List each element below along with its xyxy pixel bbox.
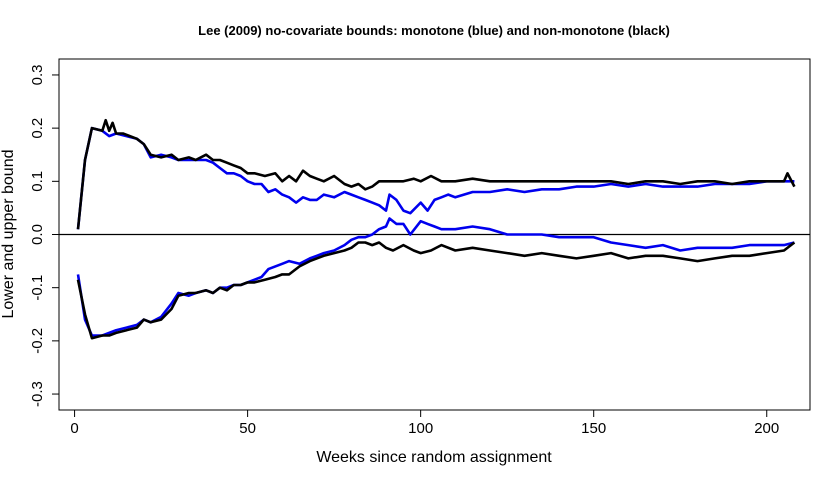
y-tick-label: -0.3 [29, 381, 46, 407]
y-tick-label: 0.3 [29, 65, 46, 86]
monotone-lower-series-line [76, 217, 795, 337]
chart-title: Lee (2009) no-covariate bounds: monotone… [198, 23, 670, 38]
x-axis-label: Weeks since random assignment [316, 449, 552, 466]
x-tick-label: 100 [408, 420, 433, 437]
y-axis-label: Lower and upper bound [0, 149, 17, 318]
x-tick-label: 50 [239, 420, 256, 437]
x-tick-label: 150 [581, 420, 606, 437]
x-tick-label: 200 [754, 420, 779, 437]
y-tick-label: 0.0 [29, 224, 46, 245]
y-tick-label: 0.2 [29, 118, 46, 139]
x-axis: 0 50 100 150 200 [70, 409, 779, 437]
y-axis: -0.3 -0.2 -0.1 0.0 0.1 0.2 0.3 [29, 65, 60, 407]
x-tick-label: 0 [70, 420, 78, 437]
y-tick-label: -0.2 [29, 328, 46, 354]
y-tick-label: 0.1 [29, 171, 46, 192]
non-monotone-upper-series-line [76, 118, 796, 230]
non-monotone-lower-series-line [76, 241, 796, 340]
y-tick-label: -0.1 [29, 275, 46, 301]
series-layer [76, 118, 796, 340]
